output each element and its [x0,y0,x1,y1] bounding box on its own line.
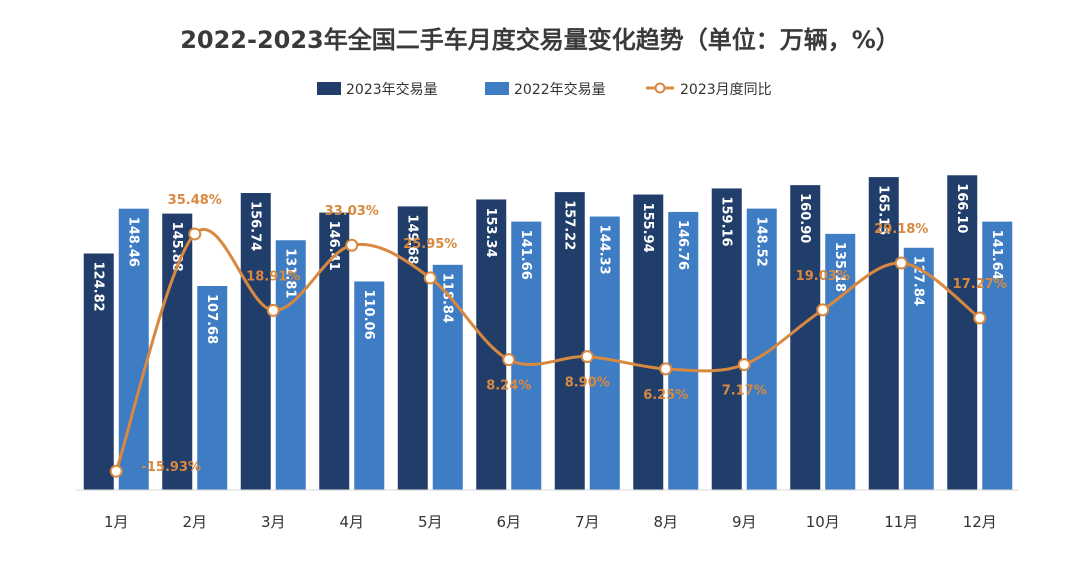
x-tick-12: 12月 [963,513,997,531]
bar-label-2022-11: 127.84 [910,256,925,306]
bar-label-2023-3: 156.74 [247,201,262,251]
legend: 2023年交易量 2022年交易量 2023月度同比 [317,81,772,98]
bar-label-2022-6: 141.66 [518,230,533,280]
yoy-point-4 [345,238,359,252]
legend-marker-2023-yoy [654,82,666,94]
bar-label-2023-2: 145.88 [169,222,184,272]
yoy-label-8: 6.25% [643,388,688,403]
bar-label-2023-11: 165.15 [875,185,890,235]
bar-2022-11 [903,247,934,490]
bar-2023-3 [240,193,271,490]
x-tick-6: 6月 [496,513,521,531]
x-tick-4: 4月 [339,513,364,531]
x-tick-1: 1月 [104,513,129,531]
yoy-point-8 [659,362,673,376]
bar-label-2023-7: 157.22 [561,200,576,250]
yoy-label-9: 7.17% [722,384,767,399]
bar-label-2023-1: 124.82 [90,261,105,311]
legend-swatch-2022-volume [485,82,509,95]
yoy-point-2 [188,227,202,241]
legend-label-2023-yoy: 2023月度同比 [680,82,772,98]
x-tick-10: 10月 [806,513,840,531]
x-tick-2: 2月 [182,513,207,531]
x-tick-8: 8月 [653,513,678,531]
bar-2022-8 [668,211,699,491]
bar-label-2023-6: 153.34 [483,207,498,257]
bar-label-2022-9: 148.52 [753,217,768,267]
yoy-label-4: 33.03% [325,204,379,219]
bar-label-2023-4: 146.41 [326,221,341,271]
yoy-label-5: 25.95% [403,237,457,252]
bar-2023-8 [633,194,664,491]
yoy-point-6 [502,353,516,367]
bar-2022-6 [511,221,542,490]
legend-swatch-2023-volume [317,82,341,95]
chart-title: 2022-2023年全国二手车月度交易量变化趋势（单位：万辆，%） [180,26,900,54]
yoy-point-9 [737,358,751,372]
legend-item-2023-yoy: 2023月度同比 [646,82,772,98]
yoy-line-layer [109,227,987,478]
x-tick-11: 11月 [884,513,918,531]
legend-label-2022-volume: 2022年交易量 [514,81,606,98]
yoy-point-10 [816,303,830,317]
bar-label-2022-3: 131.81 [282,248,297,298]
yoy-label-12: 17.27% [953,277,1007,292]
yoy-point-5 [423,271,437,285]
legend-label-2023-volume: 2023年交易量 [346,81,438,98]
bar-label-2023-5: 149.68 [404,214,419,264]
bar-label-2023-10: 160.90 [797,193,812,243]
bar-label-2022-10: 135.18 [832,242,847,292]
bar-2023-5 [397,206,428,490]
bar-label-2022-4: 110.06 [361,289,376,339]
bar-2023-11 [868,177,899,490]
bar-2023-1 [83,253,114,490]
bars-layer [83,175,1013,491]
x-tick-5: 5月 [418,513,443,531]
yoy-label-11: 29.18% [874,222,928,237]
yoy-labels-layer: -15.93% 35.48% 18.91% 33.03% 25.95% 8.24% 8.90… [141,193,1006,475]
bar-label-2023-9: 159.16 [718,196,733,246]
bar-2022-10 [825,233,856,490]
yoy-point-12 [973,311,987,325]
yoy-label-3: 18.91% [246,269,300,284]
bar-2023-7 [554,192,585,490]
yoy-label-2: 35.48% [168,193,222,208]
bar-label-2022-2: 107.68 [204,294,219,344]
bar-2022-3 [275,240,306,490]
yoy-label-1: -15.93% [141,460,201,475]
legend-item-2023-volume: 2023年交易量 [317,81,438,98]
yoy-label-7: 8.90% [565,376,610,391]
bar-label-2022-8: 146.76 [675,220,690,270]
bar-2022-12 [982,221,1013,491]
bar-label-2022-1: 148.46 [125,217,140,267]
legend-item-2022-volume: 2022年交易量 [485,81,606,98]
bar-labels-layer: 124.82 148.46 145.88 107.68 156.74 131.81 146.… [90,183,1004,344]
yoy-point-11 [894,256,908,270]
bar-label-2022-5: 118.84 [439,273,454,323]
bar-2023-9 [711,188,742,490]
bar-2023-10 [790,185,821,490]
bar-label-2022-7: 144.33 [596,225,611,275]
x-tick-9: 9月 [732,513,757,531]
bar-2022-5 [432,264,463,490]
bar-2023-4 [319,212,350,490]
bar-label-2023-8: 155.94 [640,203,655,253]
bar-2023-2 [162,213,193,490]
yoy-point-7 [580,350,594,364]
bar-2023-12 [947,175,978,490]
bar-2022-2 [197,285,228,490]
x-axis-ticks: 1月 2月 3月 4月 5月 6月 7月 8月 9月 10月 11月 12月 [104,513,997,531]
bar-label-2023-12: 166.10 [954,183,969,233]
bar-2022-4 [354,281,385,490]
bar-2022-7 [589,216,620,490]
yoy-point-3 [266,303,280,317]
bar-label-2022-12: 141.64 [989,230,1004,280]
yoy-label-6: 8.24% [486,379,531,394]
x-tick-7: 7月 [575,513,600,531]
yoy-point-1 [109,464,123,478]
yoy-label-10: 19.03% [796,269,850,284]
x-tick-3: 3月 [261,513,286,531]
